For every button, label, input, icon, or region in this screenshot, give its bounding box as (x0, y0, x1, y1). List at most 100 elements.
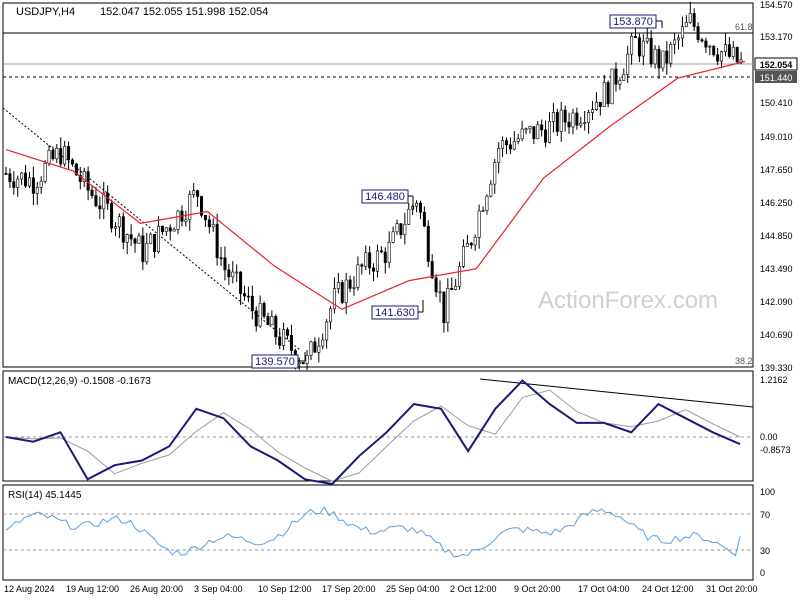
moving-average-line (5, 60, 746, 310)
candle-body (340, 282, 344, 303)
candle-body (727, 44, 731, 57)
time-tick-2: 26 Aug 20:00 (130, 584, 183, 594)
time-tick-8: 9 Oct 20:00 (514, 584, 561, 594)
swing-label-153870-text: 153.870 (613, 16, 653, 28)
candle-body (481, 210, 485, 212)
candle-body (661, 50, 665, 69)
candle-body (372, 267, 376, 272)
fib-upper-label: 61.8 (735, 22, 753, 32)
candle-body (579, 122, 583, 126)
candle-body (547, 121, 551, 143)
candle-body (86, 171, 90, 191)
candle-body (563, 109, 567, 123)
candle-body (567, 121, 571, 128)
candle-body (368, 252, 372, 269)
candle-body (8, 173, 12, 183)
candle-body (520, 128, 524, 140)
candle-body (418, 202, 422, 213)
candle-body (716, 54, 720, 62)
candle-body (278, 336, 282, 346)
candle-body (129, 234, 133, 240)
candle-body (528, 126, 532, 130)
candle-body (282, 329, 286, 346)
candle-body (160, 225, 164, 233)
candle-body (309, 341, 313, 356)
candle-body (387, 242, 391, 263)
candle-body (684, 22, 688, 27)
candle-body (16, 178, 20, 188)
rsi-tick-0: 100 (760, 487, 775, 497)
candle-body (231, 271, 235, 278)
candle-body (289, 335, 293, 351)
swing-label-153870: 153.870 (609, 14, 663, 29)
candle-body (415, 202, 419, 207)
rsi-line (5, 506, 741, 558)
rsi-label: RSI(14) 45.1445 (8, 490, 82, 501)
candle-body (626, 53, 630, 75)
candle-body (227, 269, 231, 278)
candle-body (379, 250, 383, 253)
candle-body (196, 190, 200, 197)
candle-body (4, 173, 8, 175)
candle-body (262, 303, 266, 317)
macd-line (5, 379, 741, 486)
support-price-tag-text: 151.440 (760, 73, 793, 83)
time-tick-10: 24 Oct 12:00 (642, 584, 694, 594)
time-tick-3: 3 Sep 04:00 (194, 584, 243, 594)
candle-body (430, 261, 434, 279)
time-tick-11: 31 Oct 20:00 (706, 584, 758, 594)
candle-body (336, 282, 340, 289)
swing-label-139570-text: 139.570 (255, 356, 295, 368)
candle-body (434, 277, 438, 293)
candle-body (168, 227, 172, 232)
candle-body (364, 252, 368, 267)
candle-body (637, 37, 641, 57)
candle-body (153, 234, 157, 253)
candle-body (329, 308, 333, 323)
candle-body (274, 316, 278, 338)
candle-body (90, 189, 94, 196)
candle-body (669, 44, 673, 64)
candle-body (70, 159, 74, 165)
candle-body (504, 140, 508, 146)
candle-body (63, 146, 67, 165)
swing-label-141630: 141.630 (371, 300, 424, 320)
candle-body (426, 225, 430, 262)
candle-body (24, 172, 28, 187)
candle-body (516, 138, 520, 142)
candle-body (634, 36, 638, 38)
candle-body (723, 44, 727, 52)
candle-body (321, 339, 325, 347)
candle-body (688, 13, 692, 23)
candle-body (524, 128, 528, 131)
candle-body (141, 235, 145, 263)
candle-body (641, 40, 645, 57)
candle-body (286, 329, 290, 336)
candle-body (614, 68, 618, 85)
candle-body (317, 345, 321, 353)
time-tick-6: 25 Sep 04:00 (386, 584, 440, 594)
candle-body (489, 183, 493, 197)
macd-tick-2: -0.8573 (760, 445, 791, 455)
price-axis: 154.570 153.170 150.410 149.010 147.650 … (760, 0, 793, 373)
candle-body (207, 219, 211, 228)
candle-body (344, 279, 348, 303)
price-tick-0: 154.570 (760, 0, 793, 10)
candle-body (473, 237, 477, 246)
candle-body (243, 293, 247, 297)
candle-body (12, 181, 16, 188)
candle-body (383, 251, 387, 263)
candle-body (78, 174, 82, 182)
candle-body (442, 291, 446, 324)
candle-body (98, 205, 102, 210)
fib-lower-label: 38.2 (735, 356, 753, 366)
candle-body (571, 112, 575, 128)
price-tick-9: 142.090 (760, 297, 793, 307)
macd-signal-line (5, 389, 741, 482)
candle-body (215, 224, 219, 259)
candle-body (235, 271, 239, 274)
candle-body (544, 129, 548, 143)
candle-body (188, 194, 192, 221)
candle-body (348, 279, 352, 289)
candle-body (461, 246, 465, 267)
